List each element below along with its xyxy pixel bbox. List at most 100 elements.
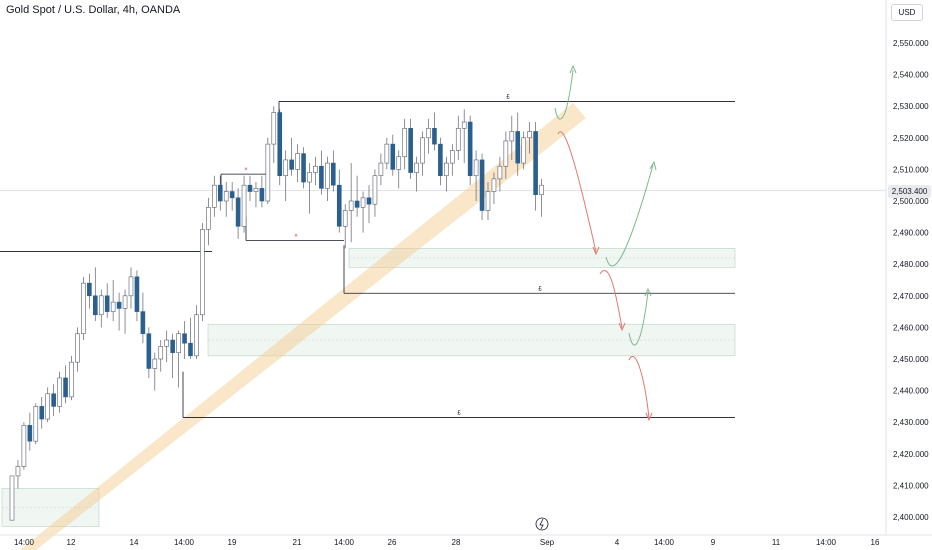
candle: [354, 175, 360, 217]
levels: £ × £ £ ×: [0, 94, 735, 418]
level-label: ×: [294, 234, 298, 240]
candle: [200, 223, 205, 322]
level-label: £: [538, 286, 542, 292]
candle: [432, 112, 437, 151]
candle: [277, 109, 283, 186]
candle: [9, 475, 15, 521]
candle: [384, 137, 390, 170]
candle: [206, 197, 211, 246]
arrowhead-icon: [645, 412, 653, 422]
candle: [539, 178, 544, 217]
demand-zone: [207, 323, 736, 357]
time-tick-label: 14:00: [174, 538, 195, 547]
candle: [152, 352, 158, 391]
price-tick-label: 2,550.000: [893, 39, 929, 48]
candle: [235, 188, 241, 239]
candle: [104, 283, 110, 318]
price-tick-label: 2,490.000: [893, 229, 929, 238]
candle: [51, 384, 56, 416]
candle: [396, 150, 402, 189]
candles: [9, 106, 544, 521]
time-tick-label: Sep: [540, 538, 555, 547]
candle: [325, 156, 330, 201]
candle: [259, 175, 265, 208]
candle: [223, 182, 229, 217]
projection-down-arrow-1: [557, 131, 597, 253]
candle: [438, 137, 443, 186]
arrowhead-icon: [618, 322, 626, 332]
candle: [63, 365, 68, 404]
candle: [116, 292, 122, 331]
price-tick-label: 2,530.000: [893, 102, 929, 111]
time-tick-label: 9: [711, 538, 716, 547]
candle: [461, 109, 467, 164]
candle: [229, 182, 235, 211]
candle: [69, 355, 74, 401]
candle: [217, 175, 223, 211]
time-tick-label: 21: [293, 538, 302, 547]
currency-button[interactable]: USD: [891, 4, 923, 21]
candle: [128, 267, 134, 309]
candle: [319, 150, 324, 195]
current-price-label: 2,503.400: [888, 185, 931, 198]
time-tick-label: 11: [772, 538, 781, 547]
price-tick-label: 2,500.000: [893, 197, 929, 206]
candle: [241, 175, 247, 233]
price-axis[interactable]: 2,550.000 2,540.000 2,530.000 2,520.000 2,51…: [0, 0, 932, 536]
candle: [307, 163, 312, 214]
candle: [372, 169, 378, 217]
projection-up-arrow-3: [628, 291, 649, 346]
time-axis[interactable]: 14:00 12 14 14:00 19 21 14:00 26 28 Sep 4 14:00 9 11 1…: [14, 538, 880, 547]
candle: [265, 137, 271, 205]
zones: [1, 248, 736, 527]
candle: [330, 150, 336, 192]
candle: [188, 317, 193, 359]
price-tick-label: 2,460.000: [893, 323, 929, 332]
candle: [485, 182, 491, 220]
time-tick-label: 14:00: [334, 538, 355, 547]
price-tick-label: 2,540.000: [893, 71, 929, 80]
time-tick-label: 16: [871, 538, 880, 547]
candle: [342, 204, 348, 249]
candle: [176, 330, 181, 388]
candle: [295, 144, 300, 183]
time-tick-label: 12: [67, 538, 76, 547]
candle: [110, 280, 116, 322]
level-label: £: [457, 410, 461, 416]
candle: [247, 175, 253, 201]
lightning-icon[interactable]: [535, 517, 549, 531]
price-tick-label: 2,480.000: [893, 260, 929, 269]
projection-down-arrow-2: [599, 270, 623, 329]
candle: [509, 115, 515, 160]
candle: [420, 131, 425, 176]
price-tick-label: 2,430.000: [893, 418, 929, 427]
candle: [444, 156, 449, 192]
candle: [140, 292, 146, 344]
price-tick-label: 2,510.000: [893, 165, 929, 174]
price-tick-label: 2,400.000: [893, 513, 929, 522]
candle: [521, 131, 527, 170]
candle: [408, 118, 413, 179]
arrowhead-icon: [569, 64, 577, 74]
candle: [348, 163, 354, 243]
candle: [164, 330, 169, 363]
time-tick-label: 26: [388, 538, 397, 547]
candle: [146, 327, 152, 378]
time-tick-label: 19: [228, 538, 237, 547]
candle: [390, 134, 396, 176]
candle: [283, 150, 289, 201]
candle: [253, 182, 259, 208]
candle: [426, 118, 431, 154]
candle: [366, 185, 372, 224]
candle: [527, 122, 532, 154]
candle: [93, 267, 98, 322]
level-label: £: [506, 94, 510, 100]
projection-arrows: [554, 64, 657, 422]
candle: [360, 191, 366, 233]
price-tick-label: 2,470.000: [893, 292, 929, 301]
candle: [212, 175, 217, 217]
candle: [378, 153, 384, 186]
candle: [301, 147, 306, 189]
candle: [15, 460, 21, 489]
